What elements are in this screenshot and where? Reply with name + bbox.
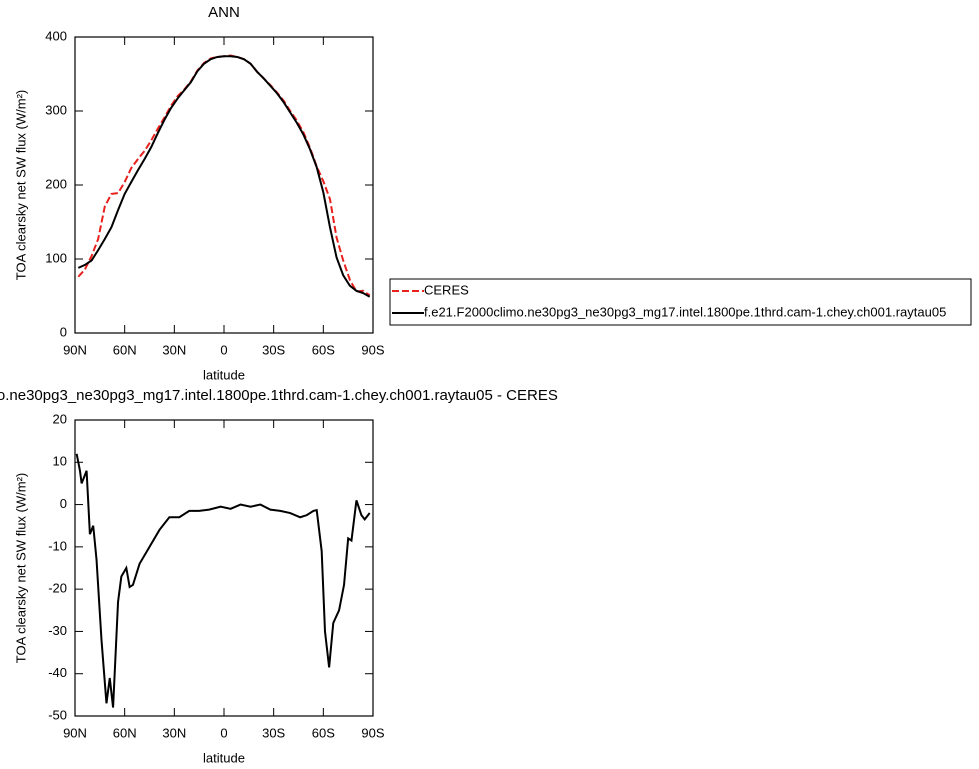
x-tick-label: 30S (262, 725, 285, 740)
y-tick-label: 100 (45, 250, 67, 265)
y-tick-label: 300 (45, 102, 67, 117)
y-tick-label: 20 (53, 411, 67, 426)
plot-frame (74, 419, 374, 717)
chart-title: f.e21.F2000climo.ne30pg3_ne30pg3_mg17.in… (0, 387, 558, 404)
x-tick-label: 0 (220, 342, 227, 357)
legend-label: f.e21.F2000climo.ne30pg3_ne30pg3_mg17.in… (424, 304, 946, 319)
plot-frame (74, 36, 374, 334)
data-line (75, 453, 371, 708)
y-axis-label: TOA clearsky net SW flux (W/m²) (13, 473, 28, 663)
chart-title: ANN (208, 4, 240, 21)
x-axis-label: latitude (203, 367, 245, 382)
y-tick-label: -50 (48, 707, 67, 722)
x-tick-label: 90N (63, 342, 87, 357)
x-tick-label: 30S (262, 342, 285, 357)
legend-box (389, 278, 972, 326)
y-tick-label: 400 (45, 28, 67, 43)
y-tick-label: -20 (48, 581, 67, 596)
y-axis-label: TOA clearsky net SW flux (W/m²) (13, 90, 28, 280)
x-tick-label: 60N (113, 725, 137, 740)
legend-label: CERES (424, 282, 469, 297)
x-tick-label: 60S (312, 342, 335, 357)
x-tick-label: 90S (361, 725, 384, 740)
y-tick-label: 0 (60, 324, 67, 339)
x-tick-label: 60S (312, 725, 335, 740)
x-tick-label: 90S (361, 342, 384, 357)
y-tick-label: -10 (48, 538, 67, 553)
data-line (77, 55, 371, 298)
y-tick-label: 200 (45, 176, 67, 191)
y-tick-label: 0 (60, 496, 67, 511)
y-tick-label: -30 (48, 623, 67, 638)
x-tick-label: 60N (113, 342, 137, 357)
x-tick-label: 30N (162, 342, 186, 357)
y-tick-label: -40 (48, 665, 67, 680)
x-tick-label: 30N (162, 725, 186, 740)
x-axis-label: latitude (203, 750, 245, 765)
x-tick-label: 90N (63, 725, 87, 740)
x-tick-label: 0 (220, 725, 227, 740)
data-line (77, 54, 371, 297)
y-tick-label: 10 (53, 454, 67, 469)
